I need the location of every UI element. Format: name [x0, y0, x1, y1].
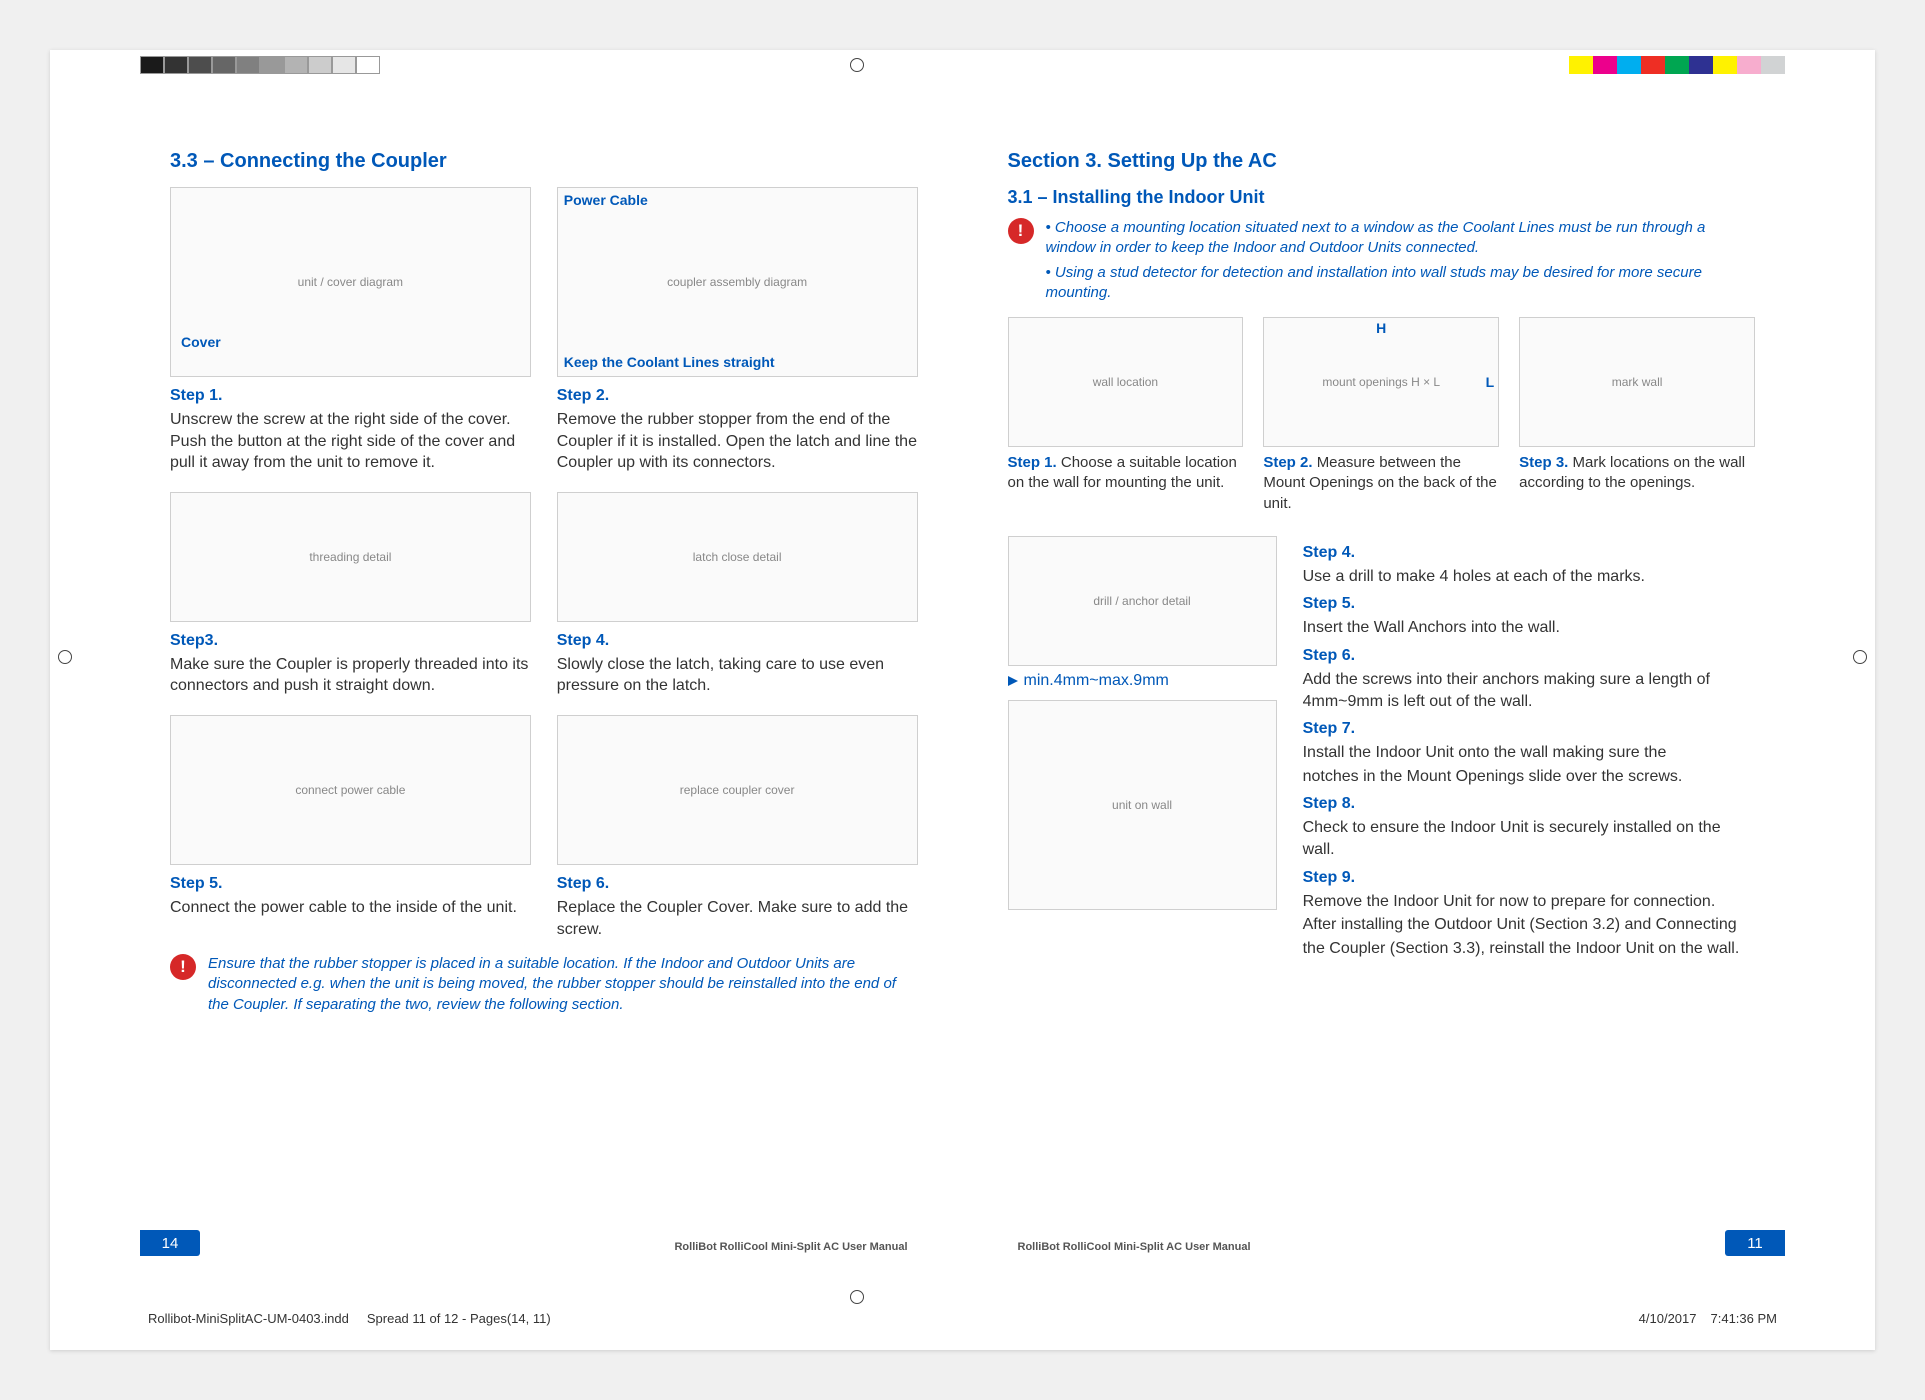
page-left: 3.3 – Connecting the Coupler Cover unit …: [140, 130, 948, 1260]
alert-icon: !: [1008, 218, 1034, 244]
r-step9-label: Step 9.: [1303, 869, 1755, 887]
step3-body: Make sure the Coupler is properly thread…: [170, 654, 531, 697]
left-important-note: ! Ensure that the rubber stopper is plac…: [170, 954, 918, 1015]
cap-step1: Step 1. Choose a suitable location on th…: [1008, 453, 1244, 494]
r-step9-body: Remove the Indoor Unit for now to prepar…: [1303, 891, 1755, 913]
dim-l-label: L: [1486, 374, 1495, 390]
registration-mark-left: [58, 650, 72, 664]
document-sheet: 3.3 – Connecting the Coupler Cover unit …: [50, 50, 1875, 1350]
fig-choose-location: wall location: [1008, 317, 1244, 447]
step4-label: Step 4.: [557, 632, 918, 650]
slug-time: 4/10/2017 7:41:36 PM: [1639, 1311, 1777, 1326]
right-footer: RolliBot RolliCool Mini-Split AC User Ma…: [1018, 1241, 1251, 1253]
alert-icon: !: [170, 954, 196, 980]
step6-label: Step 6.: [557, 875, 918, 893]
proof-color-bar: [1545, 56, 1785, 74]
step2-label: Step 2.: [557, 387, 918, 405]
r-step4-body: Use a drill to make 4 holes at each of t…: [1303, 566, 1755, 588]
slug-file: Rollibot-MiniSplitAC-UM-0403.indd: [148, 1311, 349, 1326]
left-row-3: connect power cable Step 5. Connect the …: [170, 715, 918, 940]
page-number-left: 14: [140, 1230, 200, 1256]
r-step5-label: Step 5.: [1303, 595, 1755, 613]
right-important-line-2: • Using a stud detector for detection an…: [1046, 263, 1756, 304]
left-important-text: Ensure that the rubber stopper is placed…: [208, 954, 918, 1015]
fig-label-power-cable: Power Cable: [564, 192, 648, 208]
fig-measure-openings: H L mount openings H × L: [1263, 317, 1499, 447]
cap-step2: Step 2. Measure between the Mount Openin…: [1263, 453, 1499, 514]
step5-body: Connect the power cable to the inside of…: [170, 897, 531, 919]
right-section-title: Section 3. Setting Up the AC: [1008, 150, 1756, 173]
fig-label-keep-coolant: Keep the Coolant Lines straight: [564, 354, 775, 370]
r-step7-body: Install the Indoor Unit onto the wall ma…: [1303, 742, 1755, 764]
slug-date: 4/10/2017: [1639, 1311, 1697, 1326]
registration-mark-right: [1853, 650, 1867, 664]
r-step4-label: Step 4.: [1303, 544, 1755, 562]
fig-cover-removal: Cover unit / cover diagram: [170, 187, 531, 377]
r-step6-label: Step 6.: [1303, 647, 1755, 665]
step1-label: Step 1.: [170, 387, 531, 405]
fig-mount-wall: unit on wall: [1008, 700, 1277, 910]
slug-spread: Spread 11 of 12 - Pages(14, 11): [367, 1311, 551, 1326]
step3-label: Step3.: [170, 632, 531, 650]
r-step8-body: Check to ensure the Indoor Unit is secur…: [1303, 817, 1755, 860]
fig-drill-anchor: drill / anchor detail: [1008, 536, 1277, 666]
fig-label-cover: Cover: [181, 334, 221, 350]
left-footer: RolliBot RolliCool Mini-Split AC User Ma…: [674, 1241, 907, 1253]
cap-step3: Step 3. Mark locations on the wall accor…: [1519, 453, 1755, 494]
registration-mark-bottom: [850, 1290, 864, 1304]
fig-close-latch: latch close detail: [557, 492, 918, 622]
page-number-right: 11: [1725, 1230, 1785, 1256]
right-bottom-block: drill / anchor detail min.4mm~max.9mm un…: [1008, 536, 1756, 962]
step4-body: Slowly close the latch, taking care to u…: [557, 654, 918, 697]
r-step7-body-2: notches in the Mount Openings slide over…: [1303, 766, 1755, 788]
r-step8-label: Step 8.: [1303, 795, 1755, 813]
fig-mark-locations: mark wall: [1519, 317, 1755, 447]
left-row-2: threading detail Step3. Make sure the Co…: [170, 492, 918, 697]
step5-label: Step 5.: [170, 875, 531, 893]
r-step9-body-3: the Coupler (Section 3.3), reinstall the…: [1303, 938, 1755, 960]
r-step9-body-2: After installing the Outdoor Unit (Secti…: [1303, 914, 1755, 936]
right-step-list: Step 4. Use a drill to make 4 holes at e…: [1303, 536, 1755, 962]
left-row-1: Cover unit / cover diagram Step 1. Unscr…: [170, 187, 918, 474]
left-section-title: 3.3 – Connecting the Coupler: [170, 150, 918, 173]
page-gutter: [948, 130, 978, 1260]
slug-line: Rollibot-MiniSplitAC-UM-0403.indd Spread…: [148, 1311, 551, 1326]
right-important-text: • Choose a mounting location situated ne…: [1046, 218, 1756, 303]
slug-clock: 7:41:36 PM: [1711, 1311, 1778, 1326]
page-spread: 3.3 – Connecting the Coupler Cover unit …: [140, 130, 1785, 1260]
page-right: Section 3. Setting Up the AC 3.1 – Insta…: [978, 130, 1786, 1260]
step6-body: Replace the Coupler Cover. Make sure to …: [557, 897, 918, 940]
right-subsection-title: 3.1 – Installing the Indoor Unit: [1008, 187, 1756, 208]
right-top-fig-row: wall location Step 1. Choose a suitable …: [1008, 317, 1756, 514]
step2-body: Remove the rubber stopper from the end o…: [557, 409, 918, 474]
arrow-right-icon: [1008, 676, 1018, 686]
right-important-line-1: • Choose a mounting location situated ne…: [1046, 218, 1756, 259]
fig-thread-coupler: threading detail: [170, 492, 531, 622]
r-step6-body: Add the screws into their anchors making…: [1303, 669, 1755, 712]
proof-grayscale-bar: [140, 56, 380, 74]
fig-coupler-open: Power Cable Keep the Coolant Lines strai…: [557, 187, 918, 377]
dim-h-label: H: [1376, 320, 1386, 336]
right-important-note: ! • Choose a mounting location situated …: [1008, 218, 1756, 303]
step1-body: Unscrew the screw at the right side of t…: [170, 409, 531, 474]
fig-power-cable-connect: connect power cable: [170, 715, 531, 865]
r-step5-body: Insert the Wall Anchors into the wall.: [1303, 617, 1755, 639]
registration-mark-top: [850, 58, 864, 72]
fig-replace-cover: replace coupler cover: [557, 715, 918, 865]
screw-length-note: min.4mm~max.9mm: [1008, 672, 1277, 690]
r-step7-label: Step 7.: [1303, 720, 1755, 738]
